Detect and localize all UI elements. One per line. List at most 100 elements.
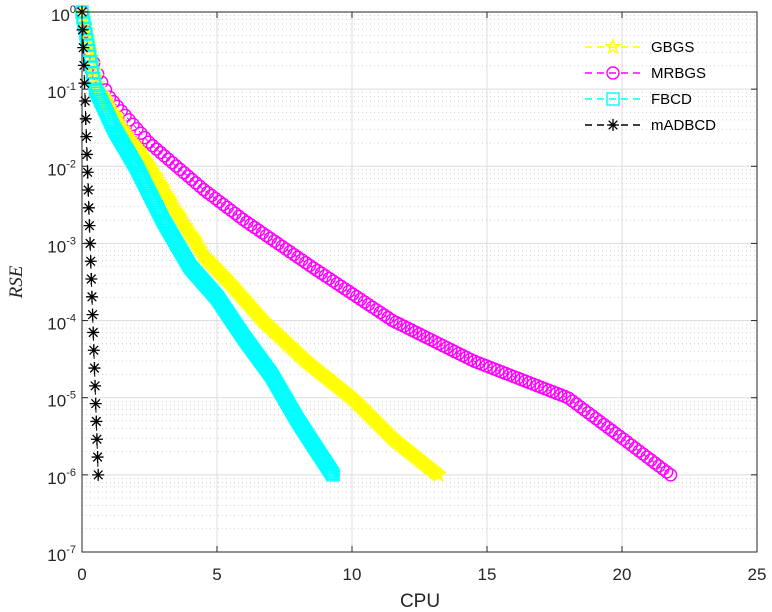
data-point-gbgs	[174, 214, 192, 231]
legend-marker-madbcd	[607, 119, 619, 131]
data-point-gbgs	[187, 234, 205, 251]
legend-marker-mrbgs	[606, 66, 620, 80]
data-point-madbcd	[88, 362, 101, 375]
data-point-mrbgs	[161, 152, 176, 166]
data-point-mrbgs	[157, 149, 172, 163]
legend-label-madbcd: mADBCD	[651, 117, 716, 134]
data-point-mrbgs	[165, 155, 179, 170]
data-point-gbgs	[428, 464, 446, 482]
x-tick-label: 15	[478, 565, 497, 584]
data-point-madbcd	[82, 184, 95, 197]
y-tick-label: 10-5	[47, 390, 76, 411]
data-point-fbcd	[326, 468, 340, 482]
data-point-mrbgs	[189, 176, 203, 190]
data-point-gbgs	[185, 232, 203, 249]
legend: GBGS MRBGS FBCD mADBCD	[585, 38, 716, 134]
data-point-gbgs	[189, 238, 208, 255]
data-point-madbcd	[77, 59, 90, 72]
data-point-gbgs	[173, 212, 191, 229]
axes-box	[81, 11, 758, 553]
y-tick-label: 10-3	[47, 235, 76, 256]
legend-label-gbgs: GBGS	[651, 39, 694, 56]
series-madbcd	[76, 6, 105, 481]
series-mrbgs	[75, 5, 678, 482]
legend-item-mrbgs: MRBGS	[585, 65, 706, 82]
data-point-mrbgs	[138, 131, 152, 145]
series-fbcd	[75, 5, 340, 482]
axis-ticks	[81, 11, 758, 553]
data-point-gbgs	[191, 240, 209, 257]
data-point-gbgs	[184, 229, 202, 247]
data-point-mrbgs	[381, 310, 395, 325]
data-point-gbgs	[168, 203, 186, 221]
data-point-madbcd	[79, 95, 92, 108]
x-tick-label: 20	[613, 565, 632, 584]
y-tick-label: 10-4	[47, 313, 76, 334]
legend-marker-fbcd	[606, 92, 620, 106]
data-point-madbcd	[90, 433, 103, 446]
series-layer	[73, 3, 678, 483]
y-tick-label: 10-7	[47, 544, 76, 565]
data-point-madbcd	[76, 23, 89, 36]
data-point-madbcd	[82, 201, 95, 214]
y-axis-label: RSE	[6, 265, 27, 299]
legend-item-gbgs: GBGS	[585, 38, 694, 56]
data-point-madbcd	[90, 415, 103, 428]
x-tick-label: 5	[212, 565, 221, 584]
data-point-gbgs	[188, 236, 206, 253]
y-tick-label: 10-6	[47, 467, 76, 488]
data-point-fbcd	[325, 466, 339, 481]
series-line-mrbgs	[81, 11, 671, 476]
data-point-fbcd	[324, 465, 338, 479]
data-point-madbcd	[85, 290, 98, 303]
x-axis-label: CPU	[400, 591, 440, 612]
data-point-gbgs	[178, 221, 197, 238]
x-tick-label: 10	[343, 565, 362, 584]
data-point-mrbgs	[153, 145, 168, 160]
grid-lines	[82, 12, 757, 552]
data-point-madbcd	[84, 255, 97, 268]
x-tick-label: 25	[748, 565, 767, 584]
data-point-gbgs	[170, 208, 188, 225]
x-tick-labels: 0 5 10 15 20 25	[77, 565, 766, 584]
data-point-mrbgs	[185, 172, 199, 187]
data-point-gbgs	[166, 201, 184, 218]
data-point-madbcd	[87, 326, 100, 339]
data-point-gbgs	[429, 465, 447, 483]
data-point-madbcd	[83, 219, 96, 232]
data-point-gbgs	[181, 225, 199, 242]
data-point-mrbgs	[659, 465, 674, 479]
data-point-madbcd	[77, 41, 90, 54]
legend-marker-gbgs	[604, 38, 622, 55]
data-point-gbgs	[180, 223, 198, 240]
data-point-madbcd	[86, 308, 99, 321]
data-point-madbcd	[80, 130, 93, 143]
data-point-mrbgs	[130, 122, 144, 136]
data-point-mrbgs	[149, 142, 164, 156]
legend-item-madbcd: mADBCD	[585, 117, 716, 134]
data-point-madbcd	[81, 166, 94, 179]
data-point-madbcd	[87, 344, 100, 357]
data-point-gbgs	[183, 227, 201, 244]
y-tick-label: 100	[51, 4, 76, 25]
data-point-mrbgs	[177, 166, 191, 180]
y-tick-label: 10-2	[47, 158, 76, 179]
y-tick-label: 10-1	[47, 81, 76, 102]
x-tick-label: 0	[77, 565, 86, 584]
data-point-madbcd	[89, 397, 102, 410]
data-point-mrbgs	[663, 468, 678, 482]
data-point-mrbgs	[181, 169, 195, 183]
data-point-madbcd	[84, 237, 97, 250]
data-point-mrbgs	[173, 162, 187, 177]
data-point-mrbgs	[169, 159, 183, 173]
data-point-madbcd	[85, 273, 98, 286]
legend-item-fbcd: FBCD	[585, 91, 692, 108]
data-point-gbgs	[176, 216, 194, 234]
legend-label-mrbgs: MRBGS	[651, 65, 706, 82]
data-point-mrbgs	[142, 135, 156, 149]
data-point-madbcd	[78, 77, 91, 90]
data-point-gbgs	[169, 206, 187, 223]
data-point-madbcd	[79, 112, 92, 125]
data-point-madbcd	[92, 468, 105, 481]
